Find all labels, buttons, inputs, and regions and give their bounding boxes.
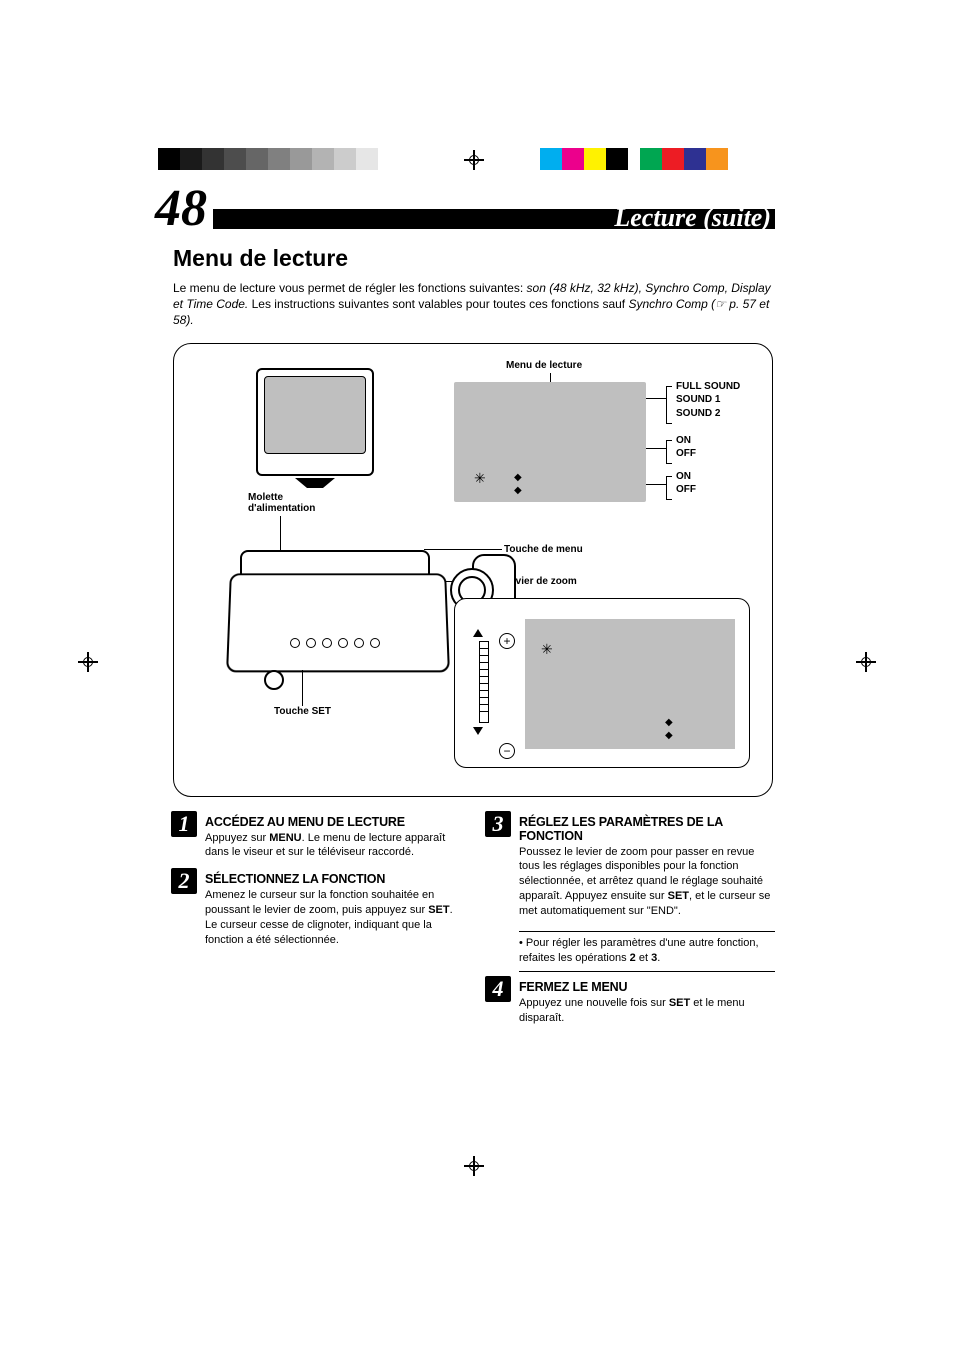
reg-mark-top-center: [466, 152, 482, 168]
grayscale-bar: [158, 148, 378, 170]
step-1: 1 ACCÉDEZ AU MENU DE LECTURE Appuyez sur…: [173, 815, 461, 861]
note-block: • Pour régler les paramètres d'une autre…: [519, 931, 775, 973]
zoom-control: + −: [471, 627, 505, 737]
header-bar: 48 Lecture (suite): [155, 195, 775, 239]
opt-line-onoff1: [646, 448, 666, 449]
step-2-num: 2: [171, 868, 197, 894]
step-4: 4 FERMEZ LE MENU Appuyez une nouvelle fo…: [487, 980, 775, 1026]
diamond-icons-tv: ◆◆: [514, 472, 522, 496]
reg-mark-bottom: [466, 1158, 482, 1174]
step-4-body: Appuyez une nouvelle fois sur SET et le …: [519, 996, 775, 1026]
cmyk-bar: [540, 148, 728, 170]
steps-columns: 1 ACCÉDEZ AU MENU DE LECTURE Appuyez sur…: [173, 815, 775, 1039]
camera-illustration: [228, 542, 488, 722]
tv-illustration: [256, 368, 374, 476]
bracket-onoff2: [666, 476, 672, 500]
step-4-title: FERMEZ LE MENU: [519, 980, 775, 994]
s1-text-a: Appuyez sur: [205, 832, 269, 844]
arrow-down-icon: [473, 727, 483, 735]
note-end: .: [657, 952, 660, 964]
camera-buttons: [290, 638, 380, 648]
print-marks-top-left: [158, 148, 378, 170]
s4-bold: SET: [669, 997, 690, 1009]
camera-knob: [264, 670, 284, 690]
flash-icon-vf: ✳: [541, 641, 553, 658]
left-column: 1 ACCÉDEZ AU MENU DE LECTURE Appuyez sur…: [173, 815, 461, 1039]
zoom-bar: [479, 641, 489, 723]
step-4-num: 4: [485, 976, 511, 1002]
header-title: Lecture (suite): [614, 203, 771, 233]
flash-icon-tv: ✳: [474, 470, 486, 487]
intro-text-2: Les instructions suivantes sont valables…: [248, 297, 628, 311]
page-content: 48 Lecture (suite) Menu de lecture Le me…: [155, 195, 775, 1038]
print-marks-top-right: [540, 148, 728, 170]
diagram-box: Menu de lecture ✳ ◆◆ FULL SOUND SOUND 1 …: [173, 343, 773, 797]
callout-line-set: [302, 670, 303, 706]
tv-screen: [264, 376, 366, 454]
step-2-body: Amenez le curseur sur la fonction souhai…: [205, 888, 461, 947]
bracket-sound: [666, 386, 672, 424]
options-onoff2: ON OFF: [676, 470, 696, 497]
step-1-body: Appuyez sur MENU. Le menu de lecture app…: [205, 831, 461, 861]
opt-sound2: SOUND 2: [676, 407, 740, 421]
opt-line-onoff2: [646, 484, 666, 485]
reg-mark-left: [80, 654, 96, 670]
step-3-num: 3: [485, 811, 511, 837]
opt-off2: OFF: [676, 483, 696, 497]
step-1-num: 1: [171, 811, 197, 837]
bracket-onoff1: [666, 440, 672, 464]
arrow-up-icon: [473, 629, 483, 637]
s1-bold: MENU: [269, 832, 301, 844]
step-3-body: Poussez le levier de zoom pour passer en…: [519, 845, 775, 919]
s2-bold: SET: [428, 904, 449, 916]
s2-text-a: Amenez le curseur sur la fonction souhai…: [205, 889, 434, 916]
zoom-minus-icon: −: [499, 743, 515, 759]
viewfinder-detail: + − ✳ ◆◆: [454, 598, 750, 768]
step-3: 3 RÉGLEZ LES PARAMÈTRES DE LA FONCTION P…: [487, 815, 775, 919]
tv-stand: [295, 478, 335, 488]
options-onoff1: ON OFF: [676, 434, 696, 461]
s3-bold: SET: [668, 890, 689, 902]
opt-on1: ON: [676, 434, 696, 448]
note-mid: et: [636, 952, 651, 964]
opt-line-sound: [646, 398, 666, 399]
label-touche-set: Touche SET: [274, 706, 331, 717]
step-3-title: RÉGLEZ LES PARAMÈTRES DE LA FONCTION: [519, 815, 775, 843]
label-touche-menu: Touche de menu: [504, 544, 583, 555]
zoom-plus-icon: +: [499, 633, 515, 649]
options-sound: FULL SOUND SOUND 1 SOUND 2: [676, 380, 740, 421]
label-molette: Molette d'alimentation: [248, 492, 338, 514]
opt-off1: OFF: [676, 447, 696, 461]
label-menu-lecture: Menu de lecture: [506, 360, 582, 371]
opt-on2: ON: [676, 470, 696, 484]
intro-text-1: Le menu de lecture vous permet de régler…: [173, 281, 527, 295]
page-number: 48: [155, 183, 213, 235]
opt-fullsound: FULL SOUND: [676, 380, 740, 394]
intro-paragraph: Le menu de lecture vous permet de régler…: [173, 280, 775, 329]
step-2-title: SÉLECTIONNEZ LA FONCTION: [205, 872, 461, 886]
opt-sound1: SOUND 1: [676, 393, 740, 407]
camera-body: [226, 573, 450, 672]
s4-text-a: Appuyez une nouvelle fois sur: [519, 997, 669, 1009]
step-2: 2 SÉLECTIONNEZ LA FONCTION Amenez le cur…: [173, 872, 461, 947]
reg-mark-right: [858, 654, 874, 670]
section-title: Menu de lecture: [173, 245, 775, 272]
diamond-icons-vf: ◆◆: [665, 717, 673, 741]
right-column: 3 RÉGLEZ LES PARAMÈTRES DE LA FONCTION P…: [487, 815, 775, 1039]
viewfinder-screen: [525, 619, 735, 749]
step-1-title: ACCÉDEZ AU MENU DE LECTURE: [205, 815, 461, 829]
bullet-icon: •: [519, 937, 523, 949]
